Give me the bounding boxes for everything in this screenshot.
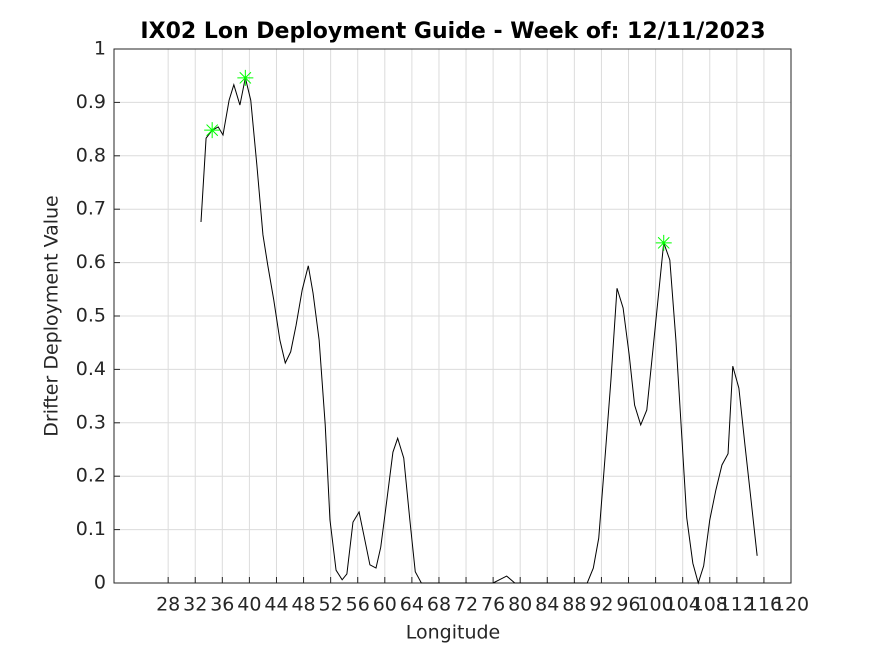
x-tick-label: 108 [692, 594, 728, 616]
star-marker [237, 69, 254, 86]
x-tick-label: 36 [210, 594, 234, 616]
x-tick-label: 40 [237, 594, 261, 616]
y-tick-label: 0.2 [76, 465, 106, 487]
y-tick-label: 0.5 [76, 305, 106, 327]
x-tick-label: 88 [562, 594, 586, 616]
x-axis-label: Longitude [406, 622, 501, 644]
x-tick-label: 64 [400, 594, 424, 616]
x-tick-label: 92 [589, 594, 613, 616]
x-tick-label: 32 [183, 594, 207, 616]
y-tick-label: 0 [94, 572, 106, 594]
x-tick-label: 120 [773, 594, 809, 616]
x-tick-label: 76 [481, 594, 505, 616]
x-tick-label: 60 [373, 594, 397, 616]
x-tick-label: 28 [156, 594, 180, 616]
x-tick-label: 116 [746, 594, 782, 616]
star-marker [655, 234, 672, 251]
y-tick-label: 0.1 [76, 518, 106, 540]
x-tick-label: 96 [616, 594, 640, 616]
y-tick-label: 0.9 [76, 91, 106, 113]
x-tick-label: 48 [291, 594, 315, 616]
chart-title: IX02 Lon Deployment Guide - Week of: 12/… [140, 19, 765, 44]
x-tick-label: 112 [719, 594, 755, 616]
y-tick-label: 0.6 [76, 251, 106, 273]
x-tick-label: 100 [637, 594, 673, 616]
x-tick-label: 80 [508, 594, 532, 616]
x-tick-label: 84 [535, 594, 559, 616]
x-tick-label: 68 [427, 594, 451, 616]
x-tick-label: 72 [454, 594, 478, 616]
y-tick-label: 0.3 [76, 411, 106, 433]
x-tick-label: 56 [346, 594, 370, 616]
y-axis-label: Drifter Deployment Value [41, 195, 63, 437]
x-tick-label: 44 [264, 594, 288, 616]
data-line [200, 77, 758, 585]
star-marker [204, 122, 221, 139]
y-tick-label: 0.4 [76, 358, 106, 380]
y-tick-label: 1 [94, 38, 106, 60]
y-tick-label: 0.8 [76, 144, 106, 166]
x-tick-label: 52 [319, 594, 343, 616]
y-tick-label: 0.7 [76, 198, 106, 220]
x-tick-label: 104 [665, 594, 701, 616]
